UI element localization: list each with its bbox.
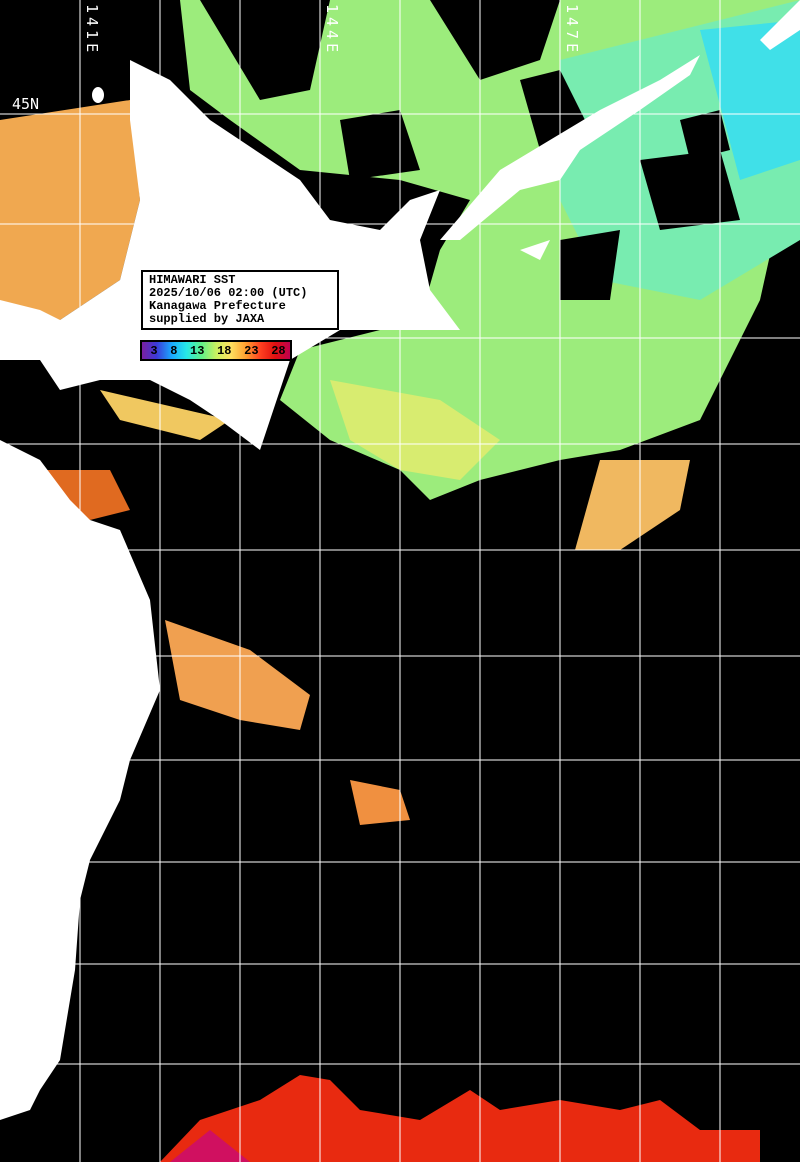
colorbar-tick: 13 [190,343,205,358]
latitude-label-45n: 45N [12,95,40,113]
map-credit: supplied by JAXA [149,312,265,326]
longitude-label-144e: 144E [323,4,341,57]
colorbar-tick: 18 [217,343,232,358]
sakhalin-tip [760,0,800,50]
map-title: HIMAWARI SST [149,273,236,287]
colorbar-tick: 23 [244,343,259,358]
colorbar-tick: 28 [271,343,286,358]
info-box: HIMAWARI SST 2025/10/06 02:00 (UTC) Kana… [141,270,339,330]
kuril-islands [440,55,700,240]
map-datetime: 2025/10/06 02:00 (UTC) [149,286,308,300]
hokkaido [0,60,460,450]
clouds [0,0,740,300]
sst-cool-north [100,0,800,550]
colorbar-tick: 3 [150,343,158,358]
color-scale-legend: 3 8 13 18 23 28 [140,340,292,361]
longitude-label-147e: 147E [563,4,581,57]
colorbar-tick: 8 [170,343,178,358]
sst-warm-south [160,1075,760,1162]
longitude-label-141e: 141E [83,4,101,57]
map-region: Kanagawa Prefecture [149,299,286,313]
